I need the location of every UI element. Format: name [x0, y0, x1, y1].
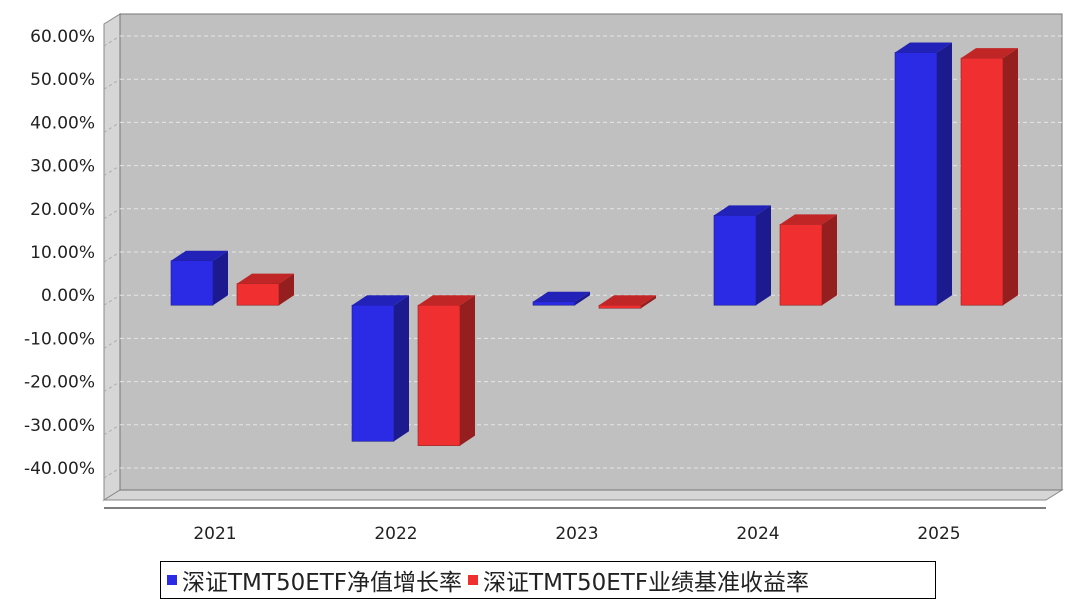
chart-floor — [102, 489, 1064, 501]
legend-item-series-1: 深证TMT50ETF净值增长率 — [167, 563, 462, 597]
bar-side-2021 — [279, 273, 294, 306]
bar-side-2022 — [394, 295, 409, 442]
x-tick-label: 2024 — [736, 524, 779, 544]
bar-side-2024 — [822, 214, 837, 306]
legend-swatch-blue — [167, 575, 177, 585]
bar-chart: 60.00% 50.00% 40.00% 30.00% 20.00% 10.00% 0.00… — [24, 13, 1064, 544]
bar-nav-growth-2023 — [532, 301, 576, 306]
bar-side-2025 — [1003, 48, 1018, 306]
y-tick-label: 20.00% — [30, 200, 95, 220]
x-tick-label: 2023 — [555, 524, 598, 544]
bar-top-2023 — [533, 291, 590, 302]
bar-benchmark-2023 — [598, 304, 642, 309]
bar-side-2025 — [937, 42, 952, 306]
bar-side-2024 — [756, 205, 771, 306]
bar-benchmark-2021 — [236, 283, 280, 306]
bar-nav-growth-2024 — [713, 215, 757, 306]
y-tick-label: 0.00% — [41, 286, 95, 306]
bar-side-2023 — [641, 295, 656, 309]
bar-top-2021 — [237, 273, 294, 284]
bar-nav-growth-2022 — [351, 304, 395, 442]
bar-top-2023 — [599, 295, 656, 306]
y-tick-label: -40.00% — [24, 459, 95, 479]
bar-side-2023 — [575, 291, 590, 306]
bar-top-2025 — [895, 42, 952, 53]
y-tick-label: -20.00% — [24, 373, 95, 393]
y-tick-label: 10.00% — [30, 243, 95, 263]
bar-top-2024 — [780, 214, 837, 225]
chart-side-wall — [103, 13, 121, 501]
bar-nav-growth-2025 — [894, 52, 938, 306]
bar-top-2025 — [961, 48, 1018, 59]
y-tick-label: -10.00% — [24, 329, 95, 349]
bar-top-2021 — [171, 250, 228, 261]
bar-benchmark-2022 — [417, 304, 461, 446]
bar-top-2024 — [714, 205, 771, 216]
x-tick-label: 2021 — [193, 524, 236, 544]
legend-item-series-2: 深证TMT50ETF业绩基准收益率 — [468, 563, 809, 597]
bar-top-2022 — [352, 295, 409, 306]
y-tick-label: 40.00% — [30, 113, 95, 133]
legend-label-series-1: 深证TMT50ETF净值增长率 — [182, 570, 463, 596]
legend-swatch-red — [468, 575, 479, 585]
legend: 深证TMT50ETF净值增长率 深证TMT50ETF业绩基准收益率 — [160, 561, 936, 599]
bar-side-2022 — [460, 295, 475, 446]
bar-benchmark-2024 — [779, 224, 823, 306]
x-tick-label: 2025 — [917, 524, 960, 544]
x-tick-label: 2022 — [374, 524, 417, 544]
bar-side-2021 — [213, 250, 228, 306]
y-tick-label: 30.00% — [30, 157, 95, 177]
y-tick-label: -30.00% — [24, 416, 95, 436]
bar-top-2022 — [418, 295, 475, 306]
y-tick-label: 50.00% — [30, 70, 95, 90]
bar-benchmark-2025 — [960, 57, 1004, 306]
y-tick-label: 60.00% — [30, 27, 95, 47]
legend-label-series-2: 深证TMT50ETF业绩基准收益率 — [483, 570, 810, 596]
bar-nav-growth-2021 — [170, 260, 214, 306]
